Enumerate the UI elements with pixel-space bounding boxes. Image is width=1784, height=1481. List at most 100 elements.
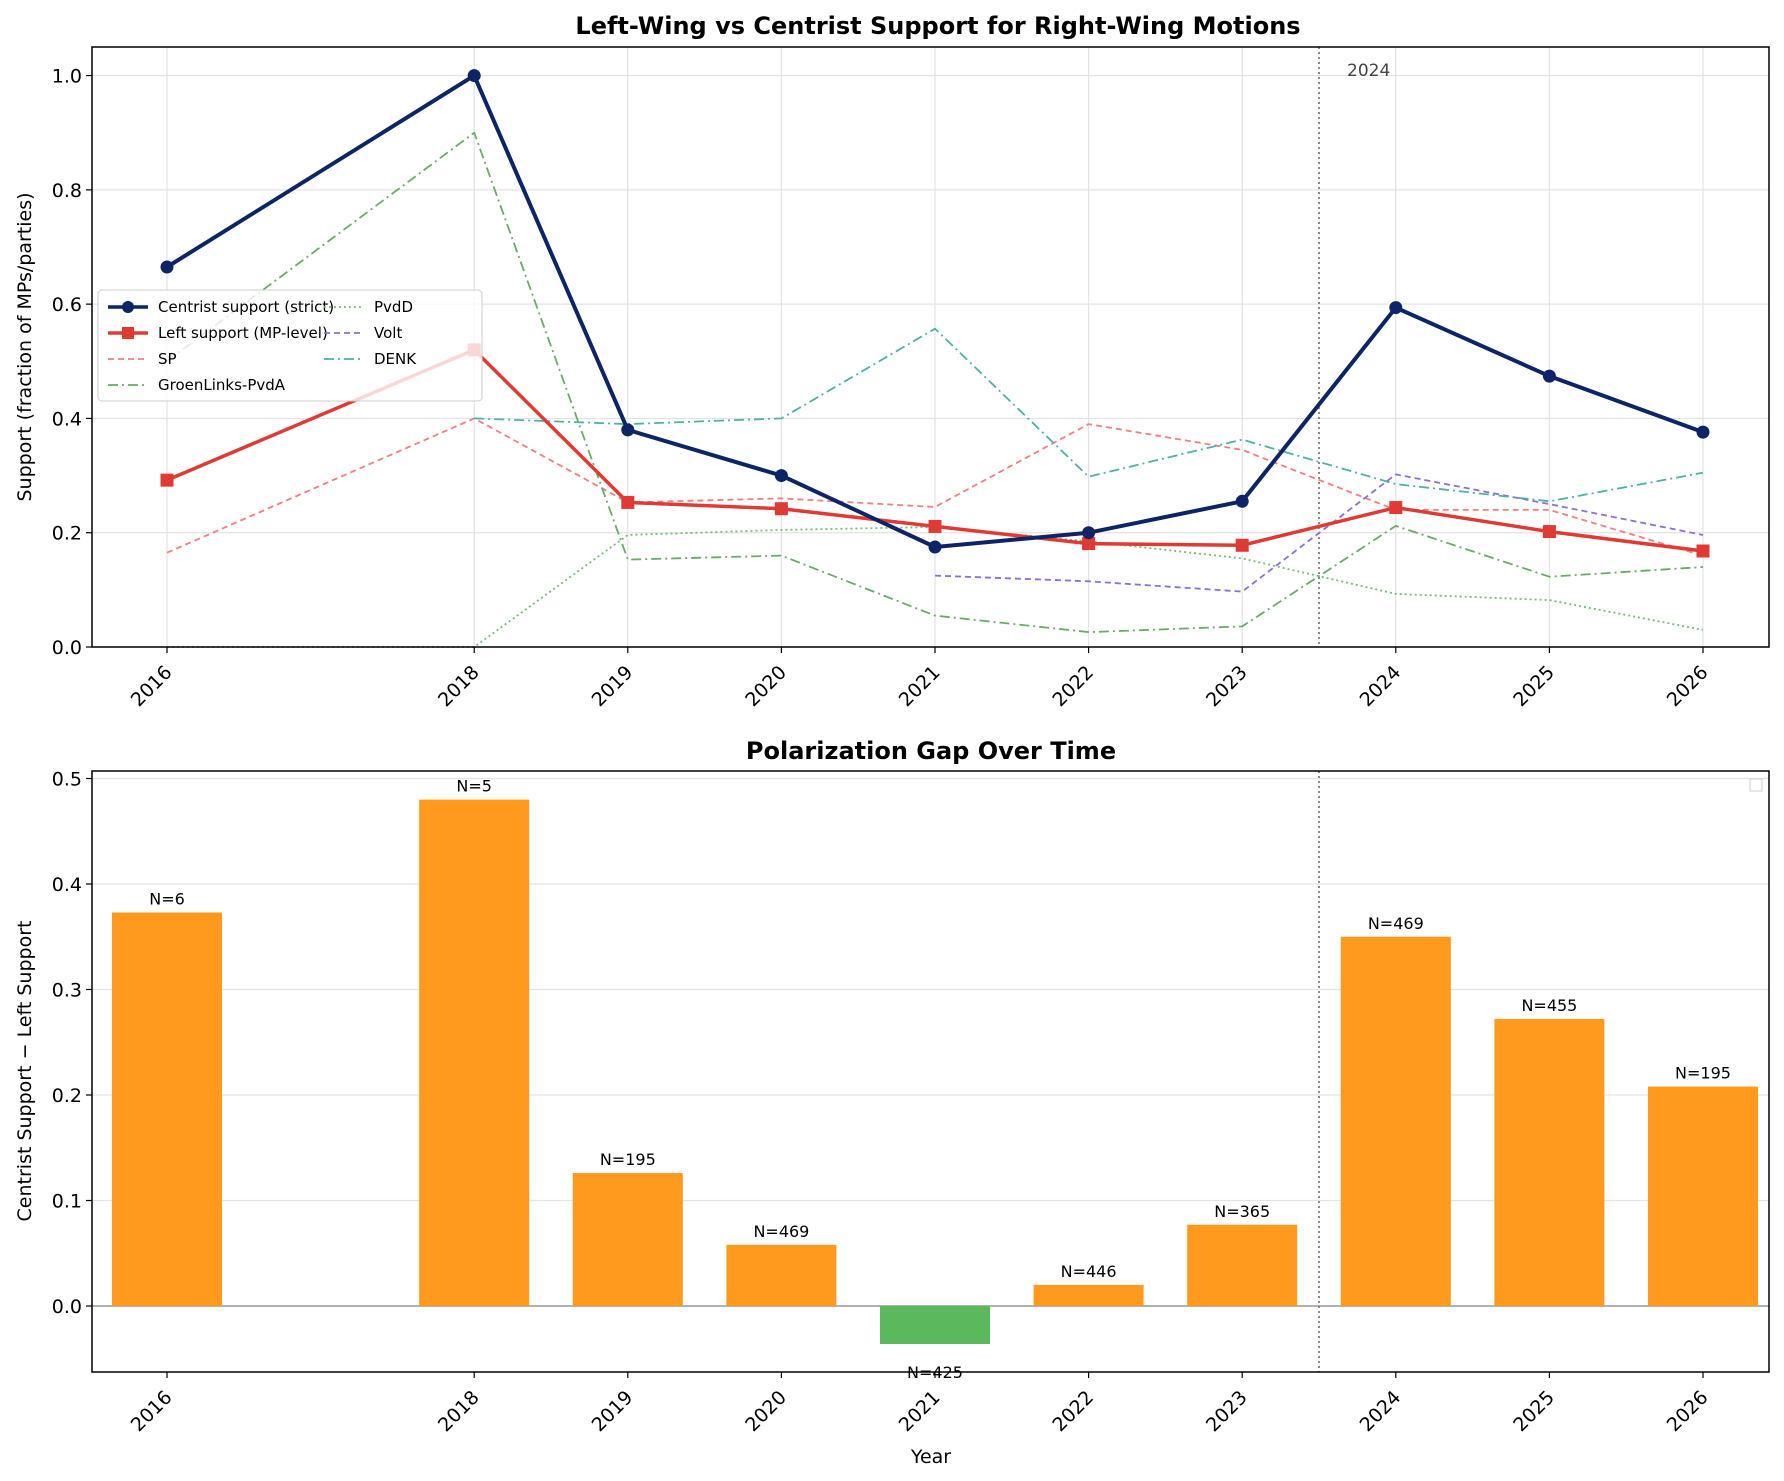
bar-count-label: N=195 bbox=[600, 1150, 656, 1169]
bar bbox=[572, 1173, 683, 1306]
legend-label: DENK bbox=[374, 350, 417, 368]
bar-count-label: N=469 bbox=[753, 1222, 809, 1241]
bar-chart-title: Polarization Gap Over Time bbox=[746, 737, 1116, 765]
bar-count-label: N=195 bbox=[1675, 1064, 1731, 1083]
legend-item: Left support (MP-level) bbox=[108, 324, 328, 342]
legend-marker bbox=[122, 327, 134, 339]
ytick-label: 0.6 bbox=[52, 294, 82, 316]
line-chart-ylabel: Support (fraction of MPs/parties) bbox=[14, 192, 36, 501]
data-point bbox=[1235, 494, 1249, 508]
bar-chart-ylabel: Centrist Support − Left Support bbox=[14, 921, 36, 1222]
bar-chart: Polarization Gap Over Time N=6 N=5 N=195 N=… bbox=[14, 737, 1770, 1468]
data-point bbox=[774, 469, 788, 483]
xtick-label: 2019 bbox=[588, 1386, 638, 1436]
series-sp bbox=[166, 417, 1704, 557]
legend-label: Centrist support (strict) bbox=[158, 298, 334, 316]
series-groenlinks-pvda bbox=[166, 131, 1704, 633]
xtick-label: 2018 bbox=[434, 1386, 484, 1436]
bar bbox=[1648, 1086, 1758, 1306]
data-point bbox=[1389, 501, 1403, 515]
xtick-label: 2024 bbox=[1356, 1386, 1406, 1436]
divider-label: 2024 bbox=[1347, 61, 1390, 81]
ytick-label: 0.1 bbox=[52, 1191, 82, 1213]
xtick-label: 2023 bbox=[1202, 661, 1252, 711]
xtick-label: 2023 bbox=[1202, 1386, 1252, 1436]
ytick-label: 0.8 bbox=[52, 180, 82, 202]
data-point bbox=[1542, 369, 1556, 383]
data-point bbox=[928, 519, 942, 533]
xtick-label: 2022 bbox=[1048, 661, 1098, 711]
series-line bbox=[474, 327, 1704, 503]
ytick-label: 0.2 bbox=[52, 523, 82, 545]
ytick-label: 0.0 bbox=[52, 1296, 82, 1318]
xtick-label: 2026 bbox=[1663, 1386, 1713, 1436]
ytick-label: 1.0 bbox=[52, 66, 82, 88]
bar-count-label: N=365 bbox=[1214, 1202, 1270, 1221]
data-point bbox=[621, 423, 635, 437]
bar bbox=[1340, 936, 1451, 1306]
xtick-label: 2018 bbox=[434, 661, 484, 711]
data-point bbox=[1696, 544, 1710, 558]
bar bbox=[1187, 1224, 1298, 1306]
series-line bbox=[934, 473, 1704, 593]
legend-item: SP bbox=[108, 350, 177, 368]
xtick-label: 2025 bbox=[1509, 661, 1559, 711]
bar-count-label: N=6 bbox=[149, 889, 185, 908]
bar-count-label: N=5 bbox=[456, 777, 492, 796]
legend-item: DENK bbox=[324, 350, 417, 368]
ytick-label: 0.5 bbox=[52, 769, 82, 791]
bar-count-label: N=446 bbox=[1061, 1262, 1117, 1281]
xtick-label: 2020 bbox=[741, 661, 791, 711]
legend-label: Left support (MP-level) bbox=[158, 324, 328, 342]
legend-label: GroenLinks-PvdA bbox=[158, 376, 286, 394]
line-chart-frame bbox=[91, 46, 1770, 648]
data-point bbox=[160, 260, 174, 274]
series-line bbox=[166, 131, 1704, 633]
legend-marker bbox=[122, 301, 134, 313]
legend: Centrist support (strict) Left support (M… bbox=[97, 289, 483, 402]
data-point bbox=[1696, 425, 1710, 439]
bar bbox=[1494, 1019, 1605, 1306]
xtick-label: 2022 bbox=[1048, 1386, 1098, 1436]
data-point bbox=[1389, 301, 1403, 315]
data-point bbox=[160, 473, 174, 487]
ytick-label: 0.2 bbox=[52, 1085, 82, 1107]
line-chart: Left-Wing vs Centrist Support for Right-… bbox=[14, 12, 1770, 711]
data-point bbox=[1082, 526, 1096, 540]
legend-item: GroenLinks-PvdA bbox=[108, 376, 286, 394]
data-point bbox=[1542, 525, 1556, 539]
legend-item: Volt bbox=[324, 324, 402, 342]
bar-chart-frame bbox=[91, 770, 1770, 1373]
data-point bbox=[1235, 538, 1249, 552]
series-volt bbox=[934, 473, 1704, 593]
series-centrist-support-strict- bbox=[160, 69, 1710, 554]
line-chart-title: Left-Wing vs Centrist Support for Right-… bbox=[575, 12, 1300, 40]
bar bbox=[880, 1306, 990, 1344]
bar-chart-xlabel: Year bbox=[910, 1446, 951, 1468]
data-point bbox=[1082, 537, 1096, 551]
bar bbox=[419, 799, 530, 1306]
xtick-label: 2016 bbox=[127, 1386, 177, 1436]
legend-label: Volt bbox=[374, 324, 402, 342]
data-point bbox=[621, 495, 635, 509]
series-line bbox=[166, 417, 1704, 557]
xtick-label: 2024 bbox=[1356, 661, 1406, 711]
data-point bbox=[928, 540, 942, 554]
data-point bbox=[774, 502, 788, 516]
xtick-label: 2016 bbox=[127, 661, 177, 711]
data-point bbox=[467, 69, 481, 83]
series-line bbox=[165, 73, 1704, 549]
xtick-label: 2020 bbox=[741, 1386, 791, 1436]
legend-item: PvdD bbox=[324, 298, 413, 316]
ytick-label: 0.3 bbox=[52, 980, 82, 1002]
xtick-label: 2026 bbox=[1663, 661, 1713, 711]
legend-label: SP bbox=[158, 350, 177, 368]
bar bbox=[112, 912, 222, 1306]
empty-legend-box bbox=[1749, 778, 1763, 792]
xtick-label: 2021 bbox=[895, 1386, 945, 1436]
xtick-label: 2025 bbox=[1509, 1386, 1559, 1436]
series-line bbox=[166, 348, 1704, 553]
legend-label: PvdD bbox=[374, 298, 413, 316]
legend-box bbox=[97, 289, 483, 402]
xtick-label: 2021 bbox=[895, 661, 945, 711]
